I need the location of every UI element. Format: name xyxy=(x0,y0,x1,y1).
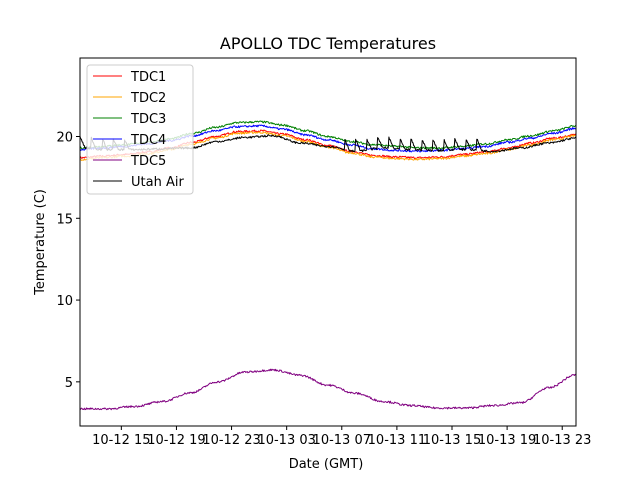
y-tick-label: 10 xyxy=(56,294,73,309)
series-line-tdc5 xyxy=(79,368,577,411)
x-tick-label: 10-12 23 xyxy=(202,433,260,448)
y-tick-label: 15 xyxy=(56,212,73,227)
x-tick-label: 10-13 15 xyxy=(423,433,481,448)
x-axis-label: Date (GMT) xyxy=(289,457,364,472)
legend-label: TDC1 xyxy=(130,70,166,85)
legend: TDC1 TDC2 TDC3 TDC4 TDC5 Utah Air xyxy=(86,64,194,195)
y-tick-label: 20 xyxy=(56,131,73,146)
y-axis-label: Temperature (C) xyxy=(33,189,48,296)
x-tick-label: 10-12 19 xyxy=(147,433,205,448)
x-tick-label: 10-13 23 xyxy=(533,433,591,448)
x-tick-label: 10-12 15 xyxy=(92,433,150,448)
legend-label: TDC4 xyxy=(130,133,166,148)
y-tick-label: 5 xyxy=(65,376,73,391)
legend-label: TDC5 xyxy=(130,154,166,169)
x-tick-label: 10-13 07 xyxy=(313,433,371,448)
x-tick-label: 10-13 11 xyxy=(368,433,426,448)
x-tick-label: 10-13 19 xyxy=(478,433,536,448)
legend-label: Utah Air xyxy=(131,175,184,190)
chart-title: APOLLO TDC Temperatures xyxy=(220,34,436,53)
y-axis: 5 10 15 20 xyxy=(56,131,80,391)
plot-frame xyxy=(79,57,577,427)
x-tick-label: 10-13 03 xyxy=(257,433,315,448)
legend-label: TDC3 xyxy=(130,112,166,127)
legend-label: TDC2 xyxy=(130,91,166,106)
